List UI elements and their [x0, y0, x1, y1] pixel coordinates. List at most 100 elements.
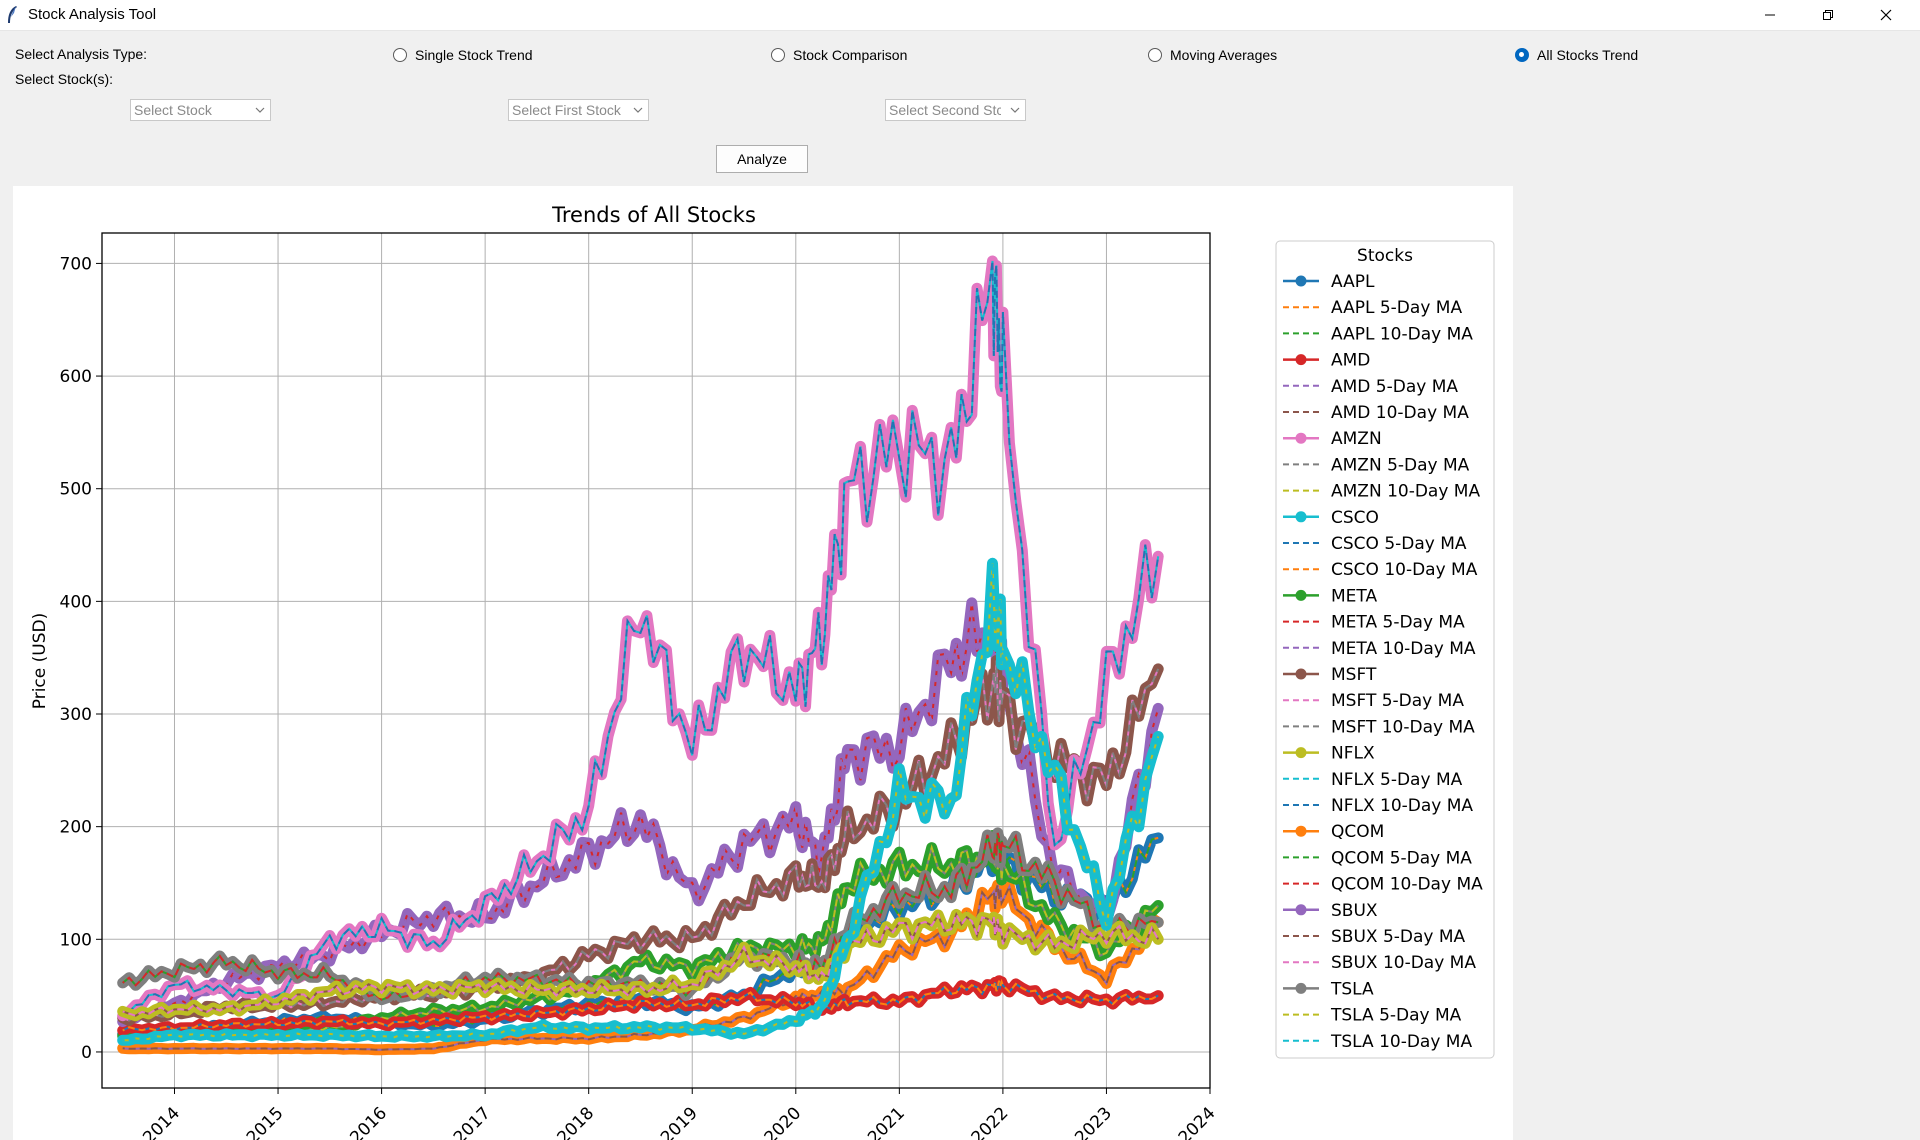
legend-item: SBUX 10-Day MA — [1283, 953, 1476, 973]
legend-marker — [1295, 589, 1307, 601]
title-bar: Stock Analysis Tool — [0, 0, 1920, 31]
legend-label: TSLA — [1330, 979, 1374, 999]
legend-item: AMZN 10-Day MA — [1283, 482, 1480, 502]
plot-frame — [101, 232, 1211, 1089]
x-tick-label: 2017 — [450, 1103, 495, 1140]
series-ma10-nflx — [122, 260, 1160, 1017]
legend-marker — [1295, 511, 1307, 523]
legend-item: AMD 10-Day MA — [1283, 403, 1469, 423]
legend-item: NFLX — [1283, 744, 1375, 764]
chart-figure: Trends of All Stocks Price (USD) 0 100 200… — [13, 186, 1513, 1140]
legend-label: CSCO 5-Day MA — [1331, 534, 1467, 554]
radio-circle — [393, 48, 407, 62]
legend-item: SBUX 5-Day MA — [1283, 927, 1466, 947]
legend-item: AAPL 5-Day MA — [1283, 298, 1462, 318]
legend-label: META 10-Day MA — [1331, 639, 1476, 659]
legend-item: MSFT — [1283, 665, 1377, 685]
legend-marker — [1295, 747, 1307, 759]
stock-select-combo[interactable]: Select Stock — [130, 99, 271, 121]
legend-item: AMZN — [1283, 429, 1382, 449]
legend-item: NFLX 5-Day MA — [1283, 770, 1463, 790]
legend-label: SBUX 10-Day MA — [1331, 953, 1476, 973]
legend-item: TSLA — [1283, 979, 1374, 999]
legend-label: QCOM 10-Day MA — [1331, 875, 1483, 895]
minimize-button[interactable] — [1742, 0, 1798, 30]
analyze-button[interactable]: Analyze — [716, 145, 808, 173]
legend-label: AAPL — [1331, 272, 1375, 292]
feather-icon — [8, 6, 17, 23]
radio-label: Moving Averages — [1170, 47, 1278, 63]
radio-circle — [1148, 48, 1162, 62]
legend-label: SBUX 5-Day MA — [1331, 927, 1466, 947]
legend-label: AAPL 5-Day MA — [1331, 298, 1462, 318]
legend-label: TSLA 5-Day MA — [1330, 1006, 1462, 1026]
radio-all-stocks-trend[interactable]: All Stocks Trend — [1515, 45, 1638, 65]
legend-label: NFLX — [1331, 744, 1375, 764]
x-tick-label: 2023 — [1071, 1103, 1116, 1140]
series-ma10-sbux — [122, 911, 1160, 1017]
legend-item: META — [1283, 586, 1377, 606]
legend-item: QCOM — [1283, 822, 1384, 842]
radio-label: Stock Comparison — [793, 47, 908, 63]
legend-marker — [1295, 668, 1307, 680]
y-tick-label: 0 — [81, 1043, 92, 1063]
legend-label: SBUX — [1331, 901, 1378, 921]
restore-icon — [1823, 10, 1833, 20]
legend-label: CSCO 10-Day MA — [1331, 560, 1478, 580]
legend-item: AMD — [1283, 351, 1370, 371]
close-icon — [1880, 9, 1892, 21]
legend-item: CSCO — [1283, 508, 1379, 528]
combo-placeholder: Select Second Stc — [889, 102, 1001, 118]
radio-moving-averages[interactable]: Moving Averages — [1148, 45, 1277, 65]
first-stock-combo[interactable]: Select First Stock — [508, 99, 649, 121]
legend-label: QCOM — [1331, 822, 1384, 842]
radio-single-stock-trend[interactable]: Single Stock Trend — [393, 45, 533, 65]
y-tick-label: 300 — [60, 705, 92, 725]
chevron-down-icon[interactable] — [628, 100, 648, 120]
legend-title: Stocks — [1357, 246, 1413, 266]
x-tick-label: 2019 — [657, 1103, 702, 1140]
legend-item: TSLA 10-Day MA — [1283, 1032, 1472, 1052]
series-layer — [117, 255, 1164, 1056]
legend-item: SBUX — [1283, 901, 1378, 921]
legend-item: MSFT 10-Day MA — [1283, 717, 1475, 737]
legend-label: NFLX 10-Day MA — [1331, 796, 1473, 816]
radio-label: All Stocks Trend — [1537, 47, 1639, 63]
legend-item: QCOM 5-Day MA — [1283, 848, 1472, 868]
chevron-down-icon[interactable] — [1005, 100, 1025, 120]
legend-marker — [1295, 904, 1307, 916]
x-tick-label: 2018 — [553, 1103, 598, 1140]
x-tick-label: 2024 — [1175, 1103, 1220, 1140]
chevron-down-icon[interactable] — [250, 100, 270, 120]
radio-label: Single Stock Trend — [415, 47, 533, 63]
chart-canvas: Trends of All Stocks Price (USD) 0 100 200… — [30, 203, 1495, 1140]
close-button[interactable] — [1858, 0, 1914, 30]
legend: Stocks AAPL AAPL 5-Day MA AAPL 10-Day MA AMD… — [1275, 240, 1495, 1059]
restore-button[interactable] — [1800, 0, 1856, 30]
x-tick-label: 2014 — [139, 1103, 184, 1140]
x-tick-label: 2022 — [968, 1103, 1013, 1140]
x-tick-label: 2021 — [864, 1103, 909, 1140]
y-tick-label: 600 — [60, 367, 92, 387]
y-axis-label: Price (USD) — [30, 613, 50, 709]
legend-box — [1275, 240, 1495, 1059]
radio-circle — [771, 48, 785, 62]
second-stock-combo[interactable]: Select Second Stc — [885, 99, 1026, 121]
legend-label: META — [1331, 586, 1377, 606]
legend-item: TSLA 5-Day MA — [1283, 1006, 1462, 1026]
combo-placeholder: Select First Stock — [512, 102, 621, 118]
legend-item: AAPL — [1283, 272, 1375, 292]
series-ma10-qcom — [122, 832, 1159, 1001]
stock-select-label: Select Stock(s): — [15, 71, 114, 87]
legend-label: AMD — [1331, 351, 1370, 371]
legend-label: MSFT 5-Day MA — [1331, 691, 1464, 711]
y-tick-label: 700 — [60, 254, 92, 274]
minimize-icon — [1765, 14, 1775, 16]
legend-item: NFLX 10-Day MA — [1283, 796, 1473, 816]
series-ma10-csco — [122, 978, 1159, 1032]
legend-marker — [1295, 982, 1307, 994]
legend-label: MSFT 10-Day MA — [1331, 717, 1475, 737]
legend-label: AMZN 5-Day MA — [1331, 455, 1470, 475]
legend-item: META 5-Day MA — [1283, 613, 1465, 633]
radio-stock-comparison[interactable]: Stock Comparison — [771, 45, 907, 65]
